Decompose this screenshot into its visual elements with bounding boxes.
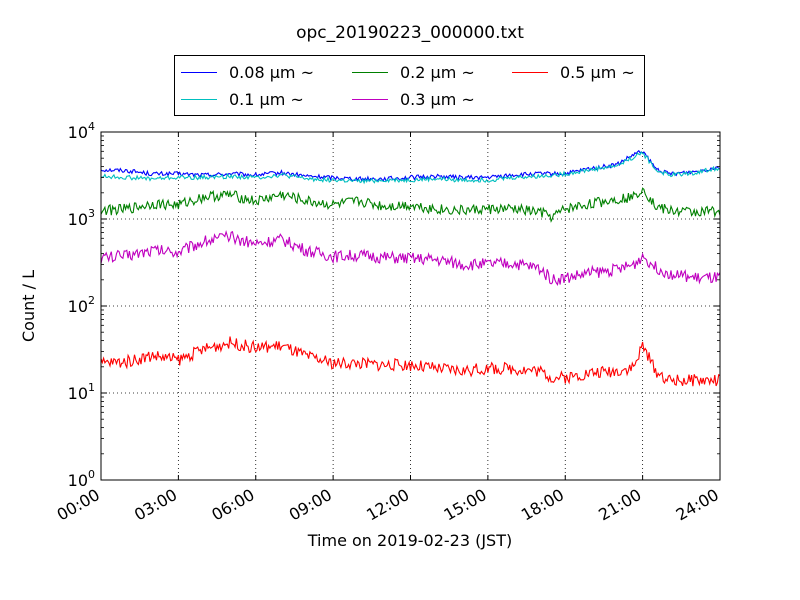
y-axis-label: Count / L bbox=[19, 270, 38, 342]
series-line bbox=[100, 149, 721, 183]
x-tick-label: 18:00 bbox=[518, 485, 567, 525]
y-tick-base: 10 bbox=[68, 210, 88, 229]
y-tick-label: 102 bbox=[68, 294, 95, 316]
y-tick-label: 100 bbox=[68, 468, 95, 490]
x-tick-label: 12:00 bbox=[363, 485, 412, 525]
legend-label: 0.2 μm ~ bbox=[400, 62, 475, 82]
y-tick-exponent: 1 bbox=[88, 381, 95, 394]
axis-ticks bbox=[100, 131, 721, 481]
legend-label: 0.1 μm ~ bbox=[229, 89, 304, 109]
series-lines bbox=[100, 149, 721, 387]
x-tick-label: 00:00 bbox=[54, 485, 103, 525]
legend-item: 0.5 μm ~ bbox=[512, 62, 635, 82]
x-axis-label: Time on 2019-02-23 (JST) bbox=[307, 531, 512, 550]
x-tick-label: 21:00 bbox=[595, 485, 644, 525]
legend-item: 0.08 μm ~ bbox=[181, 62, 314, 82]
y-tick-label: 104 bbox=[68, 120, 95, 142]
x-tick-labels: 00:00 03:00 06:00 09:00 12:00 15:00 18:00 21:00… bbox=[54, 485, 722, 525]
x-tick-label: 06:00 bbox=[208, 485, 257, 525]
x-tick-label: 24:00 bbox=[673, 485, 722, 525]
y-tick-exponent: 4 bbox=[88, 120, 95, 133]
gridlines bbox=[101, 132, 720, 480]
x-tick-label: 15:00 bbox=[440, 485, 489, 525]
y-tick-base: 10 bbox=[68, 123, 88, 142]
y-tick-label: 103 bbox=[68, 207, 95, 229]
x-tick-label: 03:00 bbox=[131, 485, 180, 525]
y-tick-base: 10 bbox=[68, 384, 88, 403]
series-line bbox=[100, 229, 721, 286]
legend-item: 0.2 μm ~ bbox=[352, 62, 475, 82]
y-tick-exponent: 3 bbox=[88, 207, 95, 220]
legend-swatch bbox=[181, 98, 217, 100]
chart-title: opc_20190223_000000.txt bbox=[296, 23, 524, 43]
series-line bbox=[100, 187, 721, 223]
y-tick-exponent: 2 bbox=[88, 294, 95, 307]
legend-item: 0.3 μm ~ bbox=[352, 89, 475, 109]
legend-label: 0.08 μm ~ bbox=[229, 62, 314, 82]
x-tick-label: 09:00 bbox=[286, 485, 335, 525]
y-tick-exponent: 0 bbox=[88, 468, 95, 481]
series-line bbox=[101, 150, 721, 185]
legend-item: 0.1 μm ~ bbox=[181, 89, 304, 109]
legend-swatch bbox=[181, 71, 217, 73]
series-line bbox=[100, 336, 721, 387]
legend-swatch bbox=[352, 71, 388, 73]
y-tick-label: 101 bbox=[68, 381, 95, 403]
legend-swatch bbox=[352, 98, 388, 100]
legend-swatch bbox=[512, 71, 548, 73]
legend: 0.08 μm ~ 0.1 μm ~ 0.2 μm ~ 0.3 μm ~ 0.5… bbox=[174, 55, 645, 116]
legend-label: 0.3 μm ~ bbox=[400, 89, 475, 109]
legend-label: 0.5 μm ~ bbox=[560, 62, 635, 82]
y-tick-base: 10 bbox=[68, 471, 88, 490]
y-tick-base: 10 bbox=[68, 297, 88, 316]
